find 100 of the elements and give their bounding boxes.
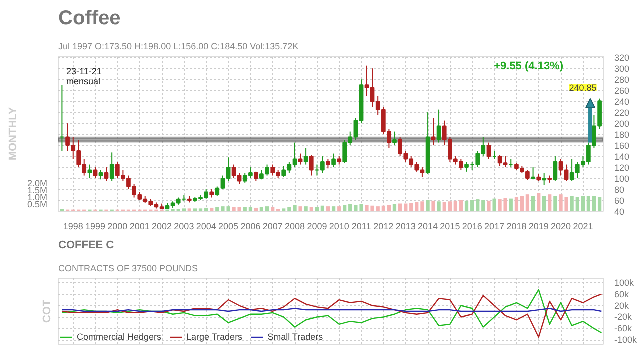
x-tick-label: 2010: [329, 222, 350, 232]
bar: [376, 206, 380, 212]
x-tick-label: 2008: [285, 222, 306, 232]
bar: [343, 205, 347, 212]
bar: [210, 208, 214, 212]
bar: [592, 196, 596, 212]
bar: [420, 202, 424, 212]
x-tick-label: 2003: [174, 222, 194, 232]
bar: [459, 200, 463, 212]
bar: [248, 207, 253, 212]
bar: [182, 208, 186, 212]
y-tick-label: 40: [614, 207, 625, 217]
y-tick-label: 120: [614, 163, 630, 174]
y-tick-label: 60: [614, 196, 625, 206]
y-tick-label: 140: [614, 152, 630, 162]
bar: [581, 196, 586, 212]
bar: [243, 207, 247, 212]
bar: [531, 196, 536, 212]
y-tick-label: 300: [614, 64, 630, 74]
bar: [509, 198, 513, 212]
x-tick-label: 2013: [396, 222, 416, 232]
bar: [548, 194, 552, 212]
y-tick-label: 60k: [614, 289, 630, 300]
x-tick-label: 2018: [506, 222, 527, 232]
bar: [387, 205, 392, 212]
bar: [492, 198, 496, 212]
bar: [576, 197, 580, 212]
legend-label: Small Traders: [268, 332, 324, 342]
bar: [404, 204, 408, 212]
chart-subtitle: CONTRACTS OF 37500 POUNDS: [58, 264, 198, 274]
bar: [265, 206, 270, 212]
bar: [315, 207, 320, 212]
y-tick-label: 220: [614, 108, 630, 118]
bar: [487, 200, 491, 212]
x-tick-label: 2012: [374, 222, 394, 232]
x-tick-label: 2021: [573, 222, 594, 232]
bar: [282, 208, 286, 212]
chart-title: COFFEE C: [58, 240, 114, 252]
legend-label: Large Traders: [186, 332, 243, 342]
bar: [326, 206, 330, 212]
bar: [298, 206, 302, 212]
bar: [288, 207, 292, 212]
bar: [338, 206, 342, 212]
bar: [348, 204, 352, 212]
bar: [198, 208, 203, 212]
bar: [188, 208, 192, 212]
y-tick-label: -60k: [614, 324, 633, 334]
y-tick-label: -20k: [614, 312, 633, 322]
y-tick-label: -100k: [614, 335, 638, 346]
bar: [260, 207, 264, 212]
bar: [432, 200, 436, 212]
x-tick-label: 2014: [418, 222, 438, 232]
bar: [464, 200, 469, 212]
y-tick-label: 20k: [614, 300, 630, 311]
bar: [392, 204, 397, 212]
x-tick-label: 2009: [307, 222, 328, 232]
x-tick-label: 2006: [240, 222, 261, 232]
x-tick-label: 2020: [551, 222, 572, 232]
bar: [454, 200, 458, 212]
x-tick-label: 2001: [130, 222, 150, 232]
bar: [476, 200, 480, 212]
x-tick-label: 1999: [86, 222, 106, 232]
x-tick-label: 1998: [63, 222, 84, 232]
y-tick-label: 280: [614, 75, 630, 86]
x-tick-label: 2015: [440, 222, 460, 232]
x-tick-label: 2011: [352, 222, 372, 232]
y-tick-label: 100k: [614, 278, 635, 288]
legend-label: Commercial Hedgers: [77, 332, 162, 342]
bar: [415, 202, 419, 212]
bar: [470, 200, 474, 212]
bar: [304, 206, 308, 212]
x-tick-label: 2000: [108, 222, 128, 232]
bar: [271, 207, 275, 212]
bar: [320, 206, 325, 212]
bar: [398, 204, 402, 212]
annotation: 240.85: [569, 83, 597, 94]
annotation: mensual: [66, 76, 101, 86]
bar: [542, 196, 546, 212]
bar: [410, 203, 414, 212]
bar: [448, 202, 452, 212]
bar: [586, 196, 591, 212]
bar: [570, 196, 574, 212]
bar: [520, 196, 524, 212]
bar: [482, 200, 486, 212]
bar: [598, 197, 602, 212]
y-tick-label: 160: [614, 141, 630, 152]
chart-title: Coffee: [58, 8, 121, 30]
bar: [193, 208, 197, 212]
bar: [554, 196, 558, 212]
x-tick-label: 2007: [262, 222, 283, 232]
annotation: +9.55 (4.13%): [494, 60, 564, 72]
x-tick-label: 2004: [196, 222, 216, 232]
y-tick-label: 180: [614, 130, 630, 140]
y-tick-label: 80: [614, 185, 625, 196]
x-tick-label: 2005: [218, 222, 239, 232]
bar: [216, 207, 220, 212]
x-tick-label: 2002: [152, 222, 172, 232]
x-tick-label: 2017: [484, 222, 505, 232]
y-tick-label: 200: [614, 119, 630, 130]
bar: [332, 206, 336, 212]
